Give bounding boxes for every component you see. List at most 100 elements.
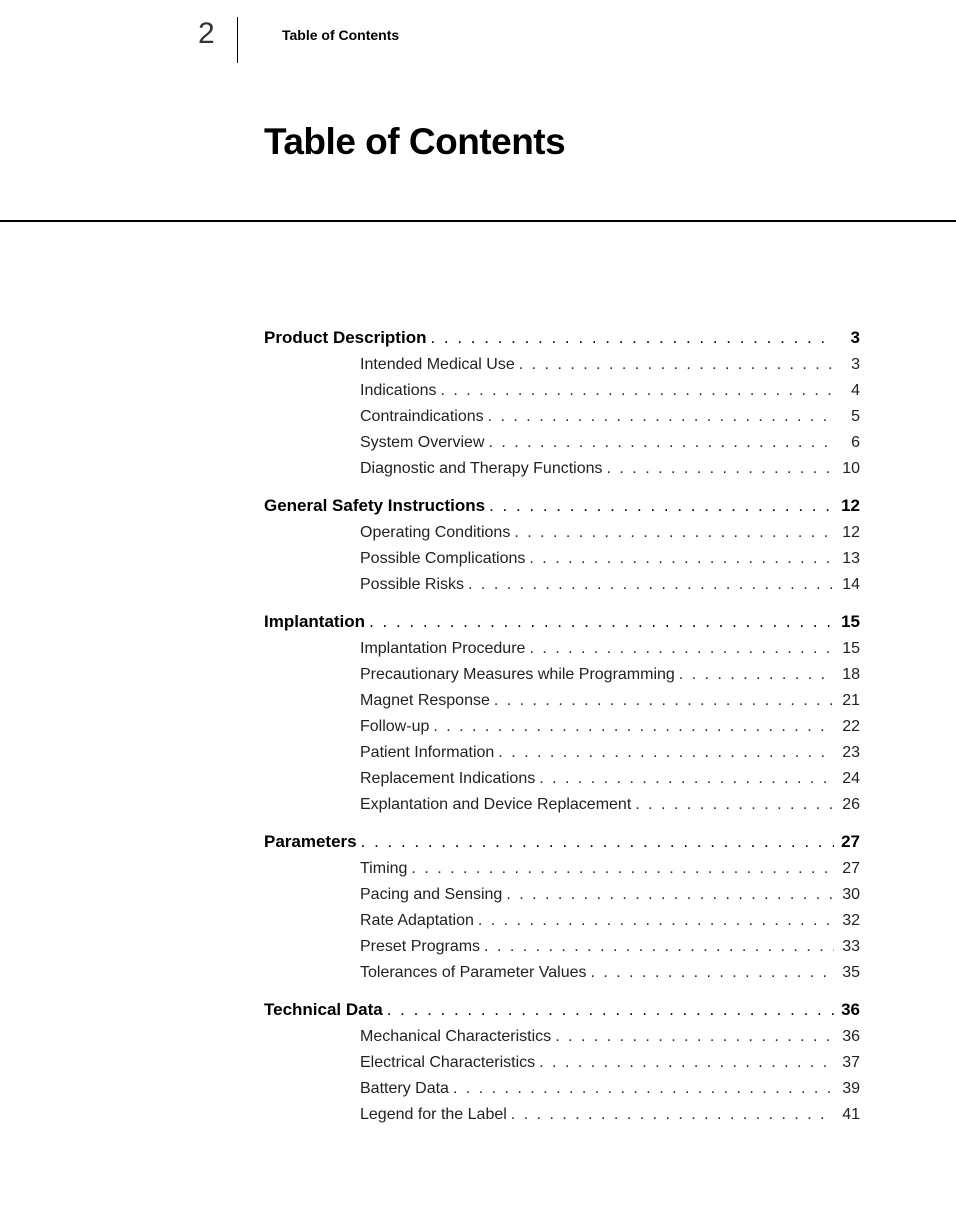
toc-subitem-page: 41 [838,1106,860,1124]
toc-subitem-title: Precautionary Measures while Programming [360,666,675,684]
toc-subitem-page: 35 [838,964,860,982]
toc-leader: . . . . . . . . . . . . . . . . . . . . … [468,576,834,594]
toc-subitem-page: 22 [838,718,860,736]
toc-subitem-page: 10 [838,460,860,478]
toc-subitem-title: Indications [360,382,437,400]
toc-leader: . . . . . . . . . . . . . . . . . . . . … [511,1106,834,1124]
toc-subitem-page: 21 [838,692,860,710]
toc-subitem-page: 26 [838,796,860,814]
toc-subitem-title: Preset Programs [360,938,480,956]
running-head: Table of Contents [282,27,399,43]
toc-subitem-title: Replacement Indications [360,770,535,788]
toc-subitem-page: 13 [838,550,860,568]
toc-subitem-page: 15 [838,640,860,658]
toc-subitem: Replacement Indications . . . . . . . . … [360,770,860,788]
toc-leader: . . . . . . . . . . . . . . . . . . . . … [635,796,834,814]
toc-leader: . . . . . . . . . . . . . . . . . . . . … [488,434,834,452]
toc-leader: . . . . . . . . . . . . . . . . . . . . … [430,328,834,348]
toc-leader: . . . . . . . . . . . . . . . . . . . . … [369,612,834,632]
toc-subitem-title: Electrical Characteristics [360,1054,535,1072]
toc-subitem-title: Legend for the Label [360,1106,507,1124]
toc-section-title: Implantation [264,612,365,632]
toc-subitem-page: 37 [838,1054,860,1072]
toc-subitem-title: Rate Adaptation [360,912,474,930]
toc-subitem: Rate Adaptation . . . . . . . . . . . . … [360,912,860,930]
toc-subitem-title: Follow-up [360,718,429,736]
toc-subitem: Patient Information . . . . . . . . . . … [360,744,860,762]
toc-section-page: 36 [838,1000,860,1020]
toc-subitem-title: Timing [360,860,407,878]
toc-section-page: 3 [838,328,860,348]
toc-subitem: Timing . . . . . . . . . . . . . . . . .… [360,860,860,878]
toc-leader: . . . . . . . . . . . . . . . . . . . . … [489,496,834,516]
page-title: Table of Contents [264,121,565,163]
toc-leader: . . . . . . . . . . . . . . . . . . . . … [387,1000,834,1020]
toc-leader: . . . . . . . . . . . . . . . . . . . . … [498,744,834,762]
toc-subitem-page: 5 [838,408,860,426]
toc-subitem: Contraindications . . . . . . . . . . . … [360,408,860,426]
toc-subitem-page: 14 [838,576,860,594]
toc-subitem-title: Contraindications [360,408,484,426]
page: 2 Table of Contents Table of Contents Pr… [0,0,956,1214]
toc-section: Implantation . . . . . . . . . . . . . .… [264,612,860,632]
toc-leader: . . . . . . . . . . . . . . . . . . . . … [679,666,834,684]
toc-subitem: Magnet Response . . . . . . . . . . . . … [360,692,860,710]
toc-subitem-title: Possible Risks [360,576,464,594]
toc-subitem-page: 12 [838,524,860,542]
toc-subitem-page: 36 [838,1028,860,1046]
toc-leader: . . . . . . . . . . . . . . . . . . . . … [453,1080,834,1098]
toc-leader: . . . . . . . . . . . . . . . . . . . . … [441,382,835,400]
toc-subitem-title: Possible Complications [360,550,525,568]
toc-subitem: Follow-up . . . . . . . . . . . . . . . … [360,718,860,736]
toc-section: General Safety Instructions . . . . . . … [264,496,860,516]
toc-subitem: Preset Programs . . . . . . . . . . . . … [360,938,860,956]
toc-section: Technical Data . . . . . . . . . . . . .… [264,1000,860,1020]
toc-subitem-page: 33 [838,938,860,956]
toc-subitem: Mechanical Characteristics . . . . . . .… [360,1028,860,1046]
toc-subitem-page: 6 [838,434,860,452]
toc-leader: . . . . . . . . . . . . . . . . . . . . … [361,832,834,852]
page-number: 2 [198,17,214,51]
toc-leader: . . . . . . . . . . . . . . . . . . . . … [478,912,834,930]
toc-subitem: Diagnostic and Therapy Functions . . . .… [360,460,860,478]
toc-leader: . . . . . . . . . . . . . . . . . . . . … [519,356,834,374]
toc-subitem-title: Magnet Response [360,692,490,710]
toc-subitem-page: 27 [838,860,860,878]
toc-subitem: Pacing and Sensing . . . . . . . . . . .… [360,886,860,904]
toc-subitem-title: Mechanical Characteristics [360,1028,551,1046]
toc-leader: . . . . . . . . . . . . . . . . . . . . … [529,640,834,658]
toc-subitem: System Overview . . . . . . . . . . . . … [360,434,860,452]
toc-subitem: Implantation Procedure . . . . . . . . .… [360,640,860,658]
toc-section-page: 12 [838,496,860,516]
toc-subitem: Possible Complications . . . . . . . . .… [360,550,860,568]
toc-section-page: 27 [838,832,860,852]
toc-section-title: General Safety Instructions [264,496,485,516]
toc-subitem-title: Patient Information [360,744,494,762]
toc-subitem: Battery Data . . . . . . . . . . . . . .… [360,1080,860,1098]
toc-subitem-page: 24 [838,770,860,788]
horizontal-rule [0,220,956,222]
toc-leader: . . . . . . . . . . . . . . . . . . . . … [539,1054,834,1072]
toc-leader: . . . . . . . . . . . . . . . . . . . . … [506,886,834,904]
toc-leader: . . . . . . . . . . . . . . . . . . . . … [590,964,834,982]
toc-subitem-title: Implantation Procedure [360,640,525,658]
toc-section-title: Parameters [264,832,357,852]
toc-leader: . . . . . . . . . . . . . . . . . . . . … [488,408,834,426]
toc-subitem: Intended Medical Use . . . . . . . . . .… [360,356,860,374]
toc-leader: . . . . . . . . . . . . . . . . . . . . … [433,718,834,736]
toc-subitem: Indications . . . . . . . . . . . . . . … [360,382,860,400]
toc-subitem-page: 32 [838,912,860,930]
toc-subitem-page: 4 [838,382,860,400]
toc-section: Product Description . . . . . . . . . . … [264,328,860,348]
toc-subitem-title: Diagnostic and Therapy Functions [360,460,603,478]
toc-leader: . . . . . . . . . . . . . . . . . . . . … [494,692,834,710]
toc-section-title: Technical Data [264,1000,383,1020]
toc-subitem-title: Intended Medical Use [360,356,515,374]
toc-leader: . . . . . . . . . . . . . . . . . . . . … [514,524,834,542]
toc-subitem: Operating Conditions . . . . . . . . . .… [360,524,860,542]
toc-leader: . . . . . . . . . . . . . . . . . . . . … [607,460,834,478]
toc-leader: . . . . . . . . . . . . . . . . . . . . … [555,1028,834,1046]
toc-subitem-title: Tolerances of Parameter Values [360,964,586,982]
toc-subitem-page: 30 [838,886,860,904]
table-of-contents: Product Description . . . . . . . . . . … [264,328,860,1124]
